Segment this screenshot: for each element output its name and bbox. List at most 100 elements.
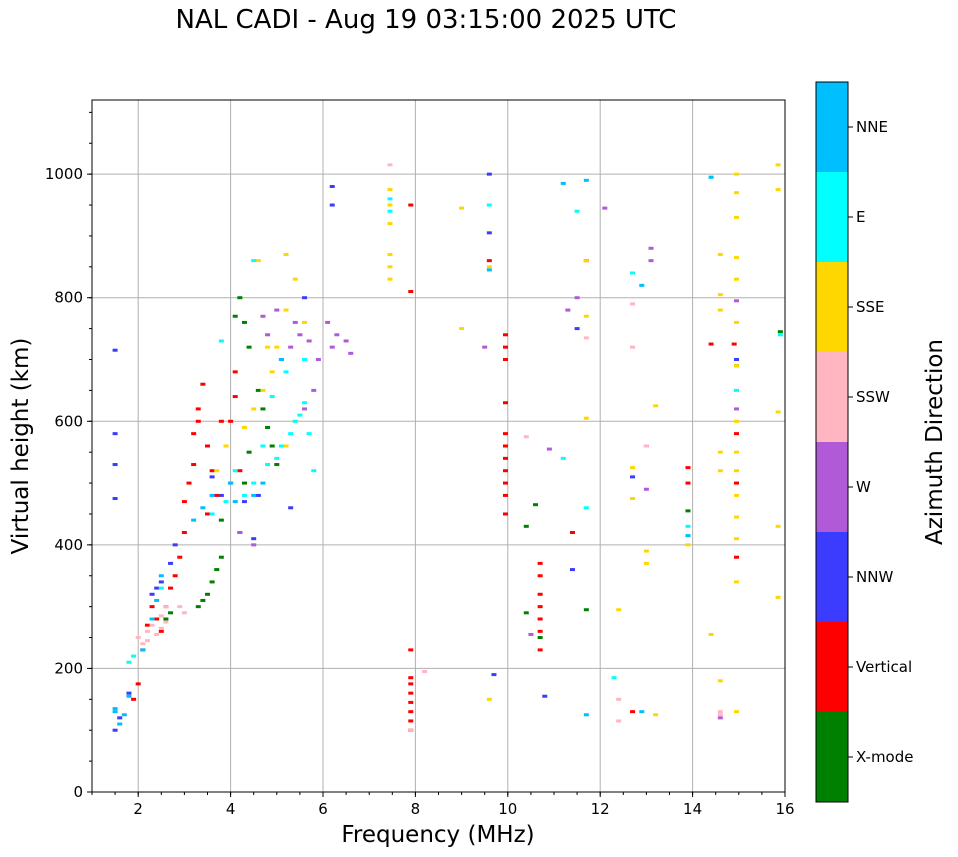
data-point xyxy=(775,595,781,599)
data-point xyxy=(533,503,539,507)
data-point xyxy=(685,534,691,538)
data-point xyxy=(269,444,275,448)
data-point xyxy=(733,537,739,541)
data-point xyxy=(181,531,187,534)
data-point xyxy=(302,320,308,324)
series-x-mode xyxy=(163,296,783,640)
data-point xyxy=(777,333,783,337)
data-point xyxy=(232,370,238,374)
data-point xyxy=(121,713,127,717)
data-point xyxy=(387,203,393,207)
data-point xyxy=(311,469,317,473)
data-point xyxy=(163,620,169,624)
data-point xyxy=(283,308,289,312)
data-point xyxy=(209,512,215,516)
data-point xyxy=(325,320,331,324)
data-point xyxy=(195,605,201,609)
data-point xyxy=(232,500,238,504)
data-point xyxy=(717,450,723,454)
data-point xyxy=(140,648,146,652)
data-point xyxy=(630,475,636,479)
data-point xyxy=(648,259,654,263)
data-point xyxy=(232,395,238,399)
data-point xyxy=(733,580,739,584)
colorbar-tick-label: Vertical xyxy=(856,658,912,676)
data-point xyxy=(537,648,543,652)
data-point xyxy=(616,719,622,723)
colorbar-segment xyxy=(816,262,848,352)
data-point xyxy=(191,463,197,467)
data-point xyxy=(302,296,308,300)
data-point xyxy=(408,648,414,652)
series-sse xyxy=(214,163,781,717)
data-point xyxy=(302,401,308,405)
data-point xyxy=(583,713,589,717)
colorbar-segment xyxy=(816,172,848,262)
data-point xyxy=(241,320,247,324)
x-axis-ticks: 2 4 6 8 10 12 14 16 xyxy=(91,792,795,818)
x-tick-label: 12 xyxy=(591,800,610,818)
data-point xyxy=(502,512,508,516)
colorbar-label: Azimuth Direction xyxy=(922,339,948,545)
data-point xyxy=(214,568,220,572)
data-point xyxy=(643,561,649,565)
data-point xyxy=(408,682,414,686)
data-point xyxy=(241,500,247,504)
y-axis-ticks: 0 200 400 600 800 1000 xyxy=(45,111,92,801)
data-point xyxy=(283,370,289,374)
data-point xyxy=(269,370,275,374)
data-point xyxy=(653,713,659,717)
data-point xyxy=(251,543,257,547)
data-point xyxy=(255,493,261,497)
colorbar-tick-label: NNW xyxy=(856,568,893,586)
data-point xyxy=(459,206,465,210)
data-point xyxy=(218,339,224,343)
data-point xyxy=(209,493,215,497)
data-point xyxy=(648,246,654,250)
colorbar-tick-label: SSW xyxy=(856,388,890,406)
data-point xyxy=(306,432,312,436)
data-point xyxy=(214,493,220,497)
data-point xyxy=(223,500,229,504)
data-point xyxy=(265,345,271,349)
data-point xyxy=(158,586,164,590)
data-point xyxy=(117,722,123,726)
data-point xyxy=(717,308,723,312)
data-point xyxy=(209,475,215,479)
data-point xyxy=(177,555,183,559)
data-point xyxy=(274,345,280,349)
data-point xyxy=(630,345,636,349)
data-point xyxy=(126,691,132,695)
data-point xyxy=(154,586,160,590)
y-tick-label: 400 xyxy=(54,536,83,554)
data-point xyxy=(583,416,589,420)
data-point xyxy=(186,481,192,485)
data-point xyxy=(574,296,580,300)
data-point xyxy=(158,626,164,630)
data-point xyxy=(408,676,414,680)
data-point xyxy=(311,388,317,392)
x-tick-label: 10 xyxy=(498,800,517,818)
data-point xyxy=(158,629,164,633)
data-point xyxy=(560,456,566,460)
data-point xyxy=(717,469,723,473)
data-point xyxy=(315,358,321,361)
data-point xyxy=(685,466,691,470)
data-point xyxy=(292,419,298,423)
data-point xyxy=(131,654,137,658)
data-point xyxy=(237,296,243,300)
data-points xyxy=(112,163,783,732)
data-point xyxy=(292,320,298,324)
data-point xyxy=(241,425,247,429)
data-point xyxy=(717,710,723,714)
data-point xyxy=(200,506,206,510)
colorbar-frame xyxy=(815,81,849,803)
data-point xyxy=(232,314,238,318)
data-point xyxy=(733,555,739,559)
y-tick-label: 600 xyxy=(54,412,83,430)
data-point xyxy=(334,333,340,337)
data-point xyxy=(630,302,636,306)
data-point xyxy=(260,481,266,485)
data-point xyxy=(502,493,508,497)
data-point xyxy=(502,358,508,361)
